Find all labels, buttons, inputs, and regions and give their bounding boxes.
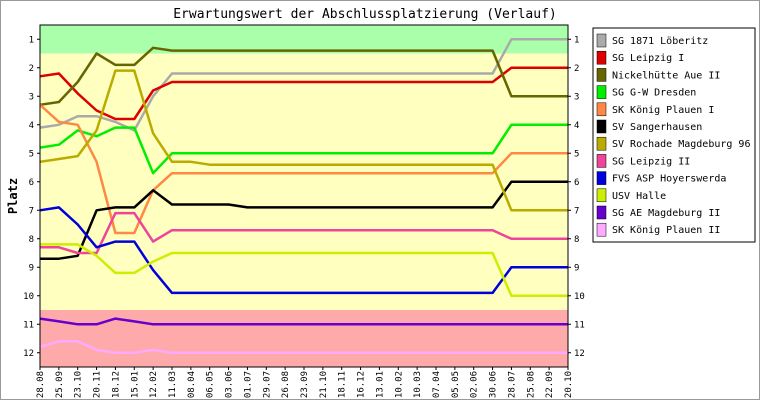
x-tick-label: 28.08 [36, 371, 46, 398]
legend-swatch-8 [596, 171, 607, 185]
legend-box [592, 27, 756, 243]
series-line-6 [39, 69, 568, 212]
legend-swatch-2 [596, 68, 607, 82]
x-tick-label: 22.09 [545, 371, 555, 398]
y-tick-label-left: 1 [29, 35, 34, 45]
y-tick-label-left: 5 [29, 149, 34, 159]
x-tick-label: 12.02 [149, 371, 159, 398]
x-tick-label: 11.03 [168, 371, 178, 398]
x-tick-label: 25.08 [526, 371, 536, 398]
series-line-1 [39, 66, 568, 121]
legend-swatch-0 [596, 33, 607, 48]
y-tick-label-right: 4 [574, 121, 579, 131]
zone-0 [40, 25, 568, 54]
x-tick-label: 18.12 [111, 371, 121, 398]
y-tick-label-right: 9 [574, 263, 579, 273]
series-line-7 [40, 211, 568, 255]
x-tick-label: 15.01 [130, 371, 140, 398]
legend-swatch-4 [596, 102, 607, 117]
series-line-2 [39, 46, 568, 107]
y-tick-label-left: 9 [29, 263, 34, 273]
legend-label-10: SG AE Magdeburg II [612, 208, 720, 219]
y-tick-label-left: 11 [23, 320, 34, 330]
x-tick-label: 30.06 [489, 371, 499, 398]
legend-label-0: SG 1871 Löberitz [612, 36, 708, 47]
x-tick-label: 20.11 [93, 371, 103, 398]
x-tick-label: 10.03 [413, 371, 423, 398]
x-tick-label: 28.07 [507, 371, 517, 398]
y-axis-label: Platz [6, 178, 20, 214]
legend-swatch-10 [596, 205, 607, 220]
y-tick-label-right: 8 [574, 235, 579, 245]
y-tick-label-left: 2 [29, 64, 34, 74]
y-tick-label-left: 10 [23, 292, 34, 302]
series-line-11 [39, 340, 568, 355]
x-tick-label: 23.10 [74, 371, 84, 398]
y-tick-label-left: 12 [23, 349, 34, 359]
x-tick-label: 07.04 [432, 371, 442, 398]
series-line-3 [39, 123, 568, 175]
y-tick-label-right: 5 [574, 149, 579, 159]
y-tick-label-left: 8 [29, 235, 34, 245]
legend-label-9: USV Halle [612, 191, 666, 202]
x-tick-label: 03.06 [225, 371, 235, 398]
y-tick-label-right: 6 [574, 178, 579, 188]
legend-swatch-9 [596, 188, 607, 203]
legend-label-3: SG G-W Dresden [612, 88, 696, 99]
y-tick-label-right: 10 [574, 292, 585, 302]
legend-label-1: SG Leipzig I [612, 53, 684, 64]
x-tick-label: 25.09 [55, 371, 65, 398]
y-tick-label-right: 12 [574, 349, 585, 359]
y-tick-label-left: 7 [29, 206, 34, 216]
legend-label-8: FVS ASP Hoyerswerda [612, 174, 726, 185]
y-tick-label-left: 6 [29, 178, 34, 188]
legend-swatch-1 [596, 50, 607, 65]
y-tick-label-right: 11 [574, 320, 585, 330]
legend-swatch-11 [596, 222, 607, 237]
x-tick-label: 23.09 [300, 371, 310, 398]
legend: SG 1871 Löberitz SG Leipzig I Nickelhütte … [592, 27, 756, 243]
x-tick-label: 08.04 [187, 371, 197, 398]
legend-label-6: SV Rochade Magdeburg 96 [612, 139, 750, 150]
legend-swatch-7 [596, 154, 607, 168]
x-tick-label: 18.11 [338, 371, 348, 398]
y-tick-label-left: 4 [29, 121, 34, 131]
series-lines [39, 38, 568, 355]
chart-title: Erwartungswert der Abschlussplatzierung … [173, 7, 557, 22]
zones [40, 25, 568, 367]
legend-label-4: SK König Plauen I [612, 105, 714, 116]
y-tick-label-right: 3 [574, 92, 579, 102]
x-tick-label: 26.08 [281, 371, 291, 398]
x-tick-label: 10.02 [394, 371, 404, 398]
y-tick-label-left: 3 [29, 92, 34, 102]
legend-swatch-3 [596, 85, 607, 99]
legend-label-5: SV Sangerhausen [612, 122, 702, 133]
x-tick-label: 05.05 [451, 371, 461, 398]
series-line-4 [39, 103, 568, 235]
legend-label-7: SG Leipzig II [612, 156, 690, 167]
series-line-5 [40, 180, 568, 260]
legend-label-2: Nickelhütte Aue II [612, 70, 720, 81]
zone-1 [40, 53, 568, 310]
series-line-8 [39, 206, 568, 295]
x-tick-label: 16.12 [357, 371, 367, 398]
x-tick-label: 29.07 [262, 371, 272, 398]
legend-swatch-6 [596, 136, 607, 151]
y-tick-label-right: 1 [574, 35, 579, 45]
x-tick-label: 21.10 [319, 371, 329, 398]
y-tick-label-right: 2 [574, 64, 579, 74]
series-line-10 [39, 317, 568, 326]
legend-label-11: SK König Plauen II [612, 225, 720, 236]
y-tick-label-right: 7 [574, 206, 579, 216]
x-tick-label: 01.07 [243, 371, 253, 398]
x-tick-label: 20.10 [564, 371, 574, 398]
x-tick-label: 13.01 [375, 371, 385, 398]
legend-swatch-5 [596, 119, 607, 134]
x-tick-label: 02.06 [470, 371, 480, 398]
series-line-9 [40, 243, 568, 298]
x-tick-label: 06.05 [206, 371, 216, 398]
